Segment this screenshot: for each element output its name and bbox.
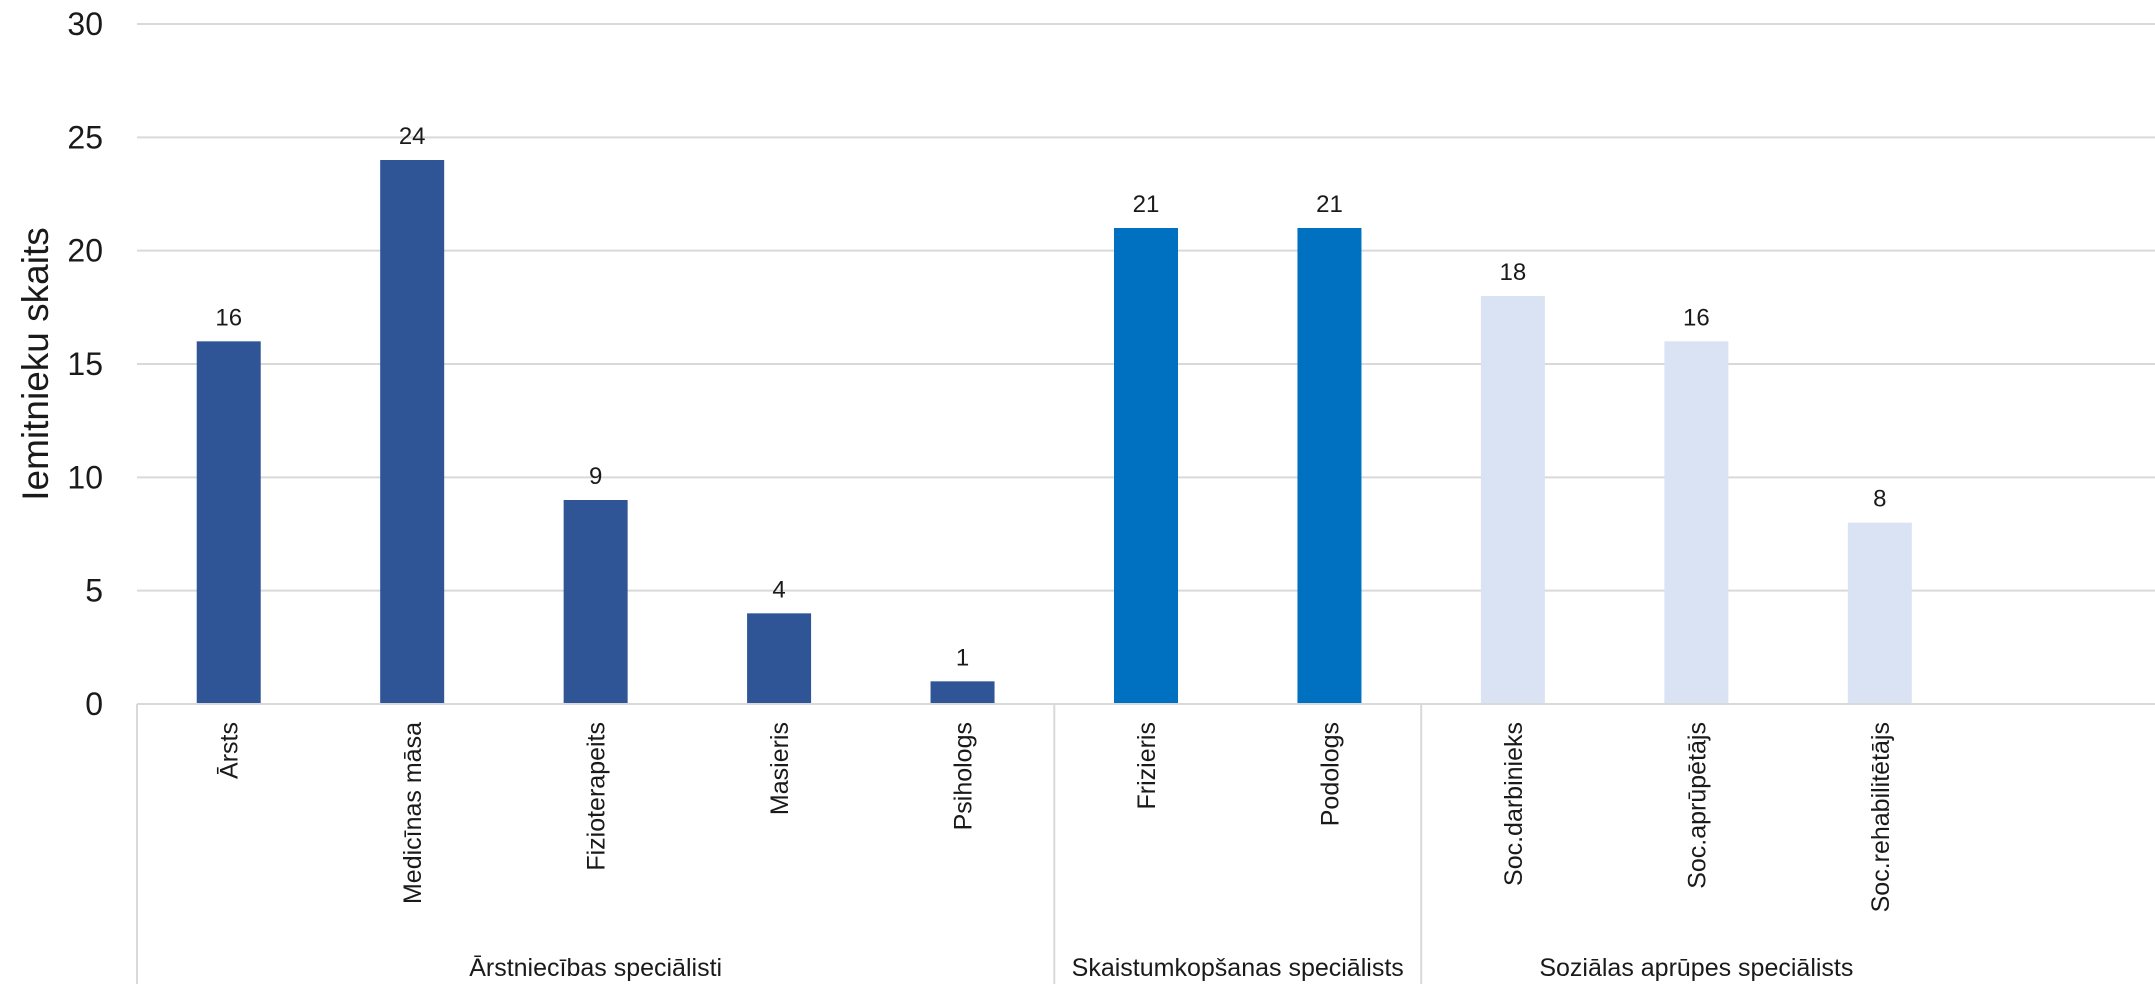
category-label: Frizieris xyxy=(1133,722,1161,810)
data-label: 8 xyxy=(1873,486,1886,513)
x-axis: Ārsts Medicīnas māsa Fizioterapeits Masieri… xyxy=(136,703,2155,984)
bar xyxy=(1114,228,1178,704)
y-tick-label: 10 xyxy=(67,459,103,495)
y-tick-label: 5 xyxy=(85,573,103,609)
category-label: Masieris xyxy=(766,722,794,815)
bar xyxy=(1664,341,1729,704)
group-label: Soziālas aprūpes speciālists xyxy=(1539,954,1853,982)
category-label: Medicīnas māsa xyxy=(399,722,427,904)
category-label: Soc.darbinieks xyxy=(1500,722,1528,886)
bars xyxy=(196,160,1912,704)
bar xyxy=(747,613,812,704)
group-label: Ārstniecības speciālisti xyxy=(469,954,722,982)
y-axis-title: Iemitnieku skaits xyxy=(15,227,56,501)
category-label: Soc.rehabilitētājs xyxy=(1867,722,1895,912)
data-label: 9 xyxy=(589,463,602,490)
data-labels: 16 24 9 4 1 21 21 18 16 8 xyxy=(215,123,1886,671)
data-label: 16 xyxy=(215,304,242,331)
data-label: 4 xyxy=(772,576,785,603)
data-label: 18 xyxy=(1500,259,1527,286)
bar xyxy=(930,681,995,704)
category-label: Fizioterapeits xyxy=(583,722,611,871)
group-label: Skaistumkopšanas speciālists xyxy=(1072,954,1404,982)
bar xyxy=(196,341,261,704)
data-label: 16 xyxy=(1683,304,1710,331)
y-tick-label: 20 xyxy=(67,233,103,269)
data-label: 21 xyxy=(1133,191,1160,218)
y-tick-label: 30 xyxy=(67,6,103,42)
category-label: Psihologs xyxy=(950,722,978,830)
bar xyxy=(563,500,628,704)
y-tick-label: 25 xyxy=(67,119,103,155)
data-label: 1 xyxy=(956,644,969,671)
y-tick-label: 0 xyxy=(85,686,103,722)
category-label: Soc.aprūpētājs xyxy=(1683,722,1711,889)
bar xyxy=(1847,522,1912,704)
bar xyxy=(1297,228,1362,704)
data-label: 21 xyxy=(1316,191,1343,218)
data-label: 24 xyxy=(399,123,426,150)
y-axis-ticks: 0 5 10 15 20 25 30 xyxy=(67,6,103,722)
bar xyxy=(1480,296,1545,704)
bar xyxy=(380,160,445,704)
category-label: Podologs xyxy=(1316,722,1344,826)
y-tick-label: 15 xyxy=(67,346,103,382)
category-label: Ārsts xyxy=(216,722,244,779)
